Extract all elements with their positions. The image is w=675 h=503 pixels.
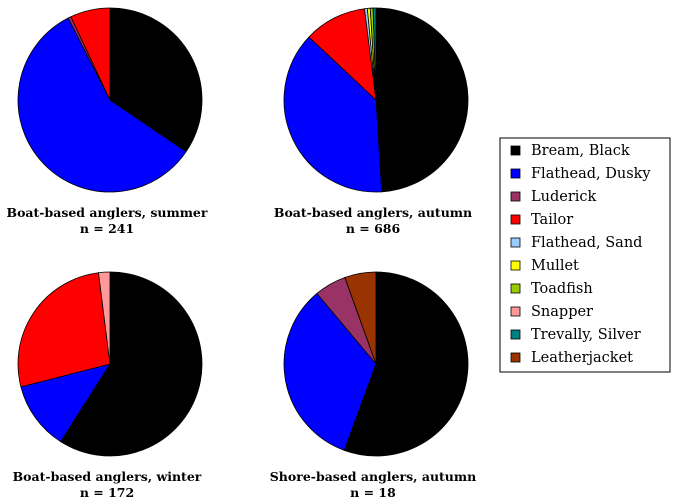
legend-label-bream-black: Bream, Black	[531, 143, 630, 159]
legend-swatch-luderick	[510, 191, 521, 202]
pie-slice-flathead-dusky	[283, 36, 383, 193]
legend-label-snapper: Snapper	[531, 304, 593, 320]
legend-swatch-bream-black	[510, 145, 521, 156]
pie-slice-trevally-silver	[372, 7, 377, 101]
legend-swatch-trevally-silver	[510, 329, 521, 340]
pie-sample-size: n = 18	[350, 485, 396, 500]
pie-slice-flathead-dusky	[20, 363, 111, 443]
legend: Bream, Black Flathead, Dusky Luderick Tailo…	[499, 137, 671, 373]
pie-slice-tailor	[17, 272, 111, 388]
pie-slice-bream-black	[343, 271, 469, 457]
legend-label-mullet: Mullet	[531, 258, 579, 274]
legend-swatch-flathead-dusky	[510, 168, 521, 179]
pie-slice-tailor	[70, 7, 111, 101]
pie-title: Boat-based anglers, winter	[13, 469, 202, 484]
legend-label-flathead-sand: Flathead, Sand	[531, 235, 642, 251]
pie-sample-size: n = 241	[80, 221, 134, 236]
pie-slice-leatherjacket	[344, 271, 377, 365]
pie-slice-flathead-dusky	[283, 292, 377, 451]
pie-slice-bream-black	[375, 7, 469, 193]
pie-slice-bream-black	[109, 7, 203, 153]
legend-swatch-tailor	[510, 214, 521, 225]
legend-swatch-leatherjacket	[510, 352, 521, 363]
legend-label-leatherjacket: Leatherjacket	[531, 350, 633, 366]
legend-label-luderick: Luderick	[531, 189, 597, 205]
pie-title: Shore-based anglers, autumn	[270, 469, 476, 484]
legend-swatch-toadfish	[510, 283, 521, 294]
legend-box	[499, 137, 671, 373]
pie-title: Boat-based anglers, autumn	[274, 205, 472, 220]
pie-title: Boat-based anglers, summer	[7, 205, 208, 220]
legend-swatch-mullet	[510, 260, 521, 271]
pie-slice-bream-black	[60, 271, 203, 457]
legend-swatch-snapper	[510, 306, 521, 317]
pie-sample-size: n = 686	[346, 221, 401, 236]
pie-slice-snapper	[98, 271, 111, 365]
legend-label-flathead-dusky: Flathead, Dusky	[531, 166, 651, 182]
pie-sample-size: n = 172	[80, 485, 134, 500]
pie-slice-flathead-dusky	[17, 17, 187, 193]
legend-label-toadfish: Toadfish	[531, 281, 593, 297]
legend-label-tailor: Tailor	[531, 212, 573, 228]
legend-swatch-flathead-sand	[510, 237, 521, 248]
legend-label-trevally-silver: Trevally, Silver	[531, 327, 641, 343]
